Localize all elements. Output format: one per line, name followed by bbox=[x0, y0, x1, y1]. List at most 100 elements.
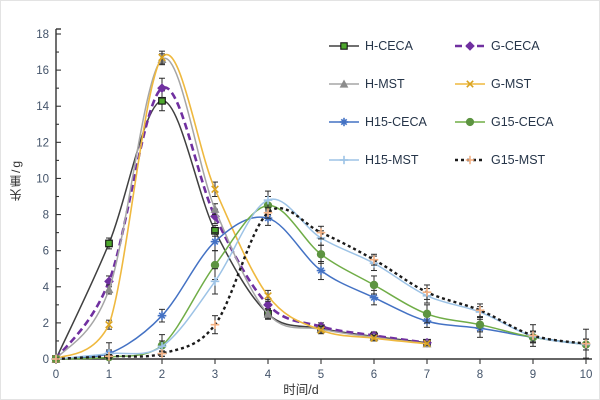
data-point-marker bbox=[369, 293, 379, 302]
circle-marker-shape bbox=[475, 320, 485, 329]
x-tick-label: 3 bbox=[212, 369, 218, 381]
data-point-marker bbox=[157, 83, 167, 94]
x-tick-label: 4 bbox=[265, 369, 272, 381]
data-point-marker bbox=[369, 255, 379, 264]
data-point-marker bbox=[210, 277, 220, 286]
legend-key-circle-icon bbox=[455, 117, 485, 126]
legend-item-G15-MST: G15-MST bbox=[454, 149, 584, 170]
series-line-G-CECA bbox=[54, 86, 428, 360]
data-point-marker bbox=[104, 351, 114, 361]
legend-key-plus-icon bbox=[329, 155, 359, 164]
series-line-G15-MST bbox=[55, 207, 587, 361]
data-point-marker bbox=[210, 320, 220, 329]
data-point-marker bbox=[157, 342, 167, 351]
data-point-marker bbox=[263, 195, 273, 205]
x-marker-shape bbox=[423, 339, 431, 348]
data-point-marker bbox=[51, 354, 61, 364]
circle-marker-shape bbox=[316, 250, 326, 259]
data-point-marker bbox=[210, 260, 220, 270]
x-tick-label: 8 bbox=[477, 369, 483, 381]
x-marker-shape bbox=[158, 53, 166, 62]
data-point-marker bbox=[423, 339, 431, 348]
data-point-marker bbox=[210, 204, 220, 213]
data-point-marker bbox=[316, 266, 326, 275]
x-marker-shape bbox=[370, 334, 378, 343]
y-tick-label: 12 bbox=[36, 137, 49, 149]
square-marker-shape bbox=[340, 41, 348, 50]
legend-key-asterisk-icon bbox=[329, 117, 359, 126]
diamond-marker-shape bbox=[465, 40, 475, 51]
legend-marker-sample bbox=[339, 117, 349, 126]
asterisk-marker-shape bbox=[317, 267, 325, 274]
square-marker-shape bbox=[105, 239, 113, 248]
data-point-marker bbox=[211, 185, 219, 194]
y-tick-label: 16 bbox=[36, 65, 49, 77]
circle-marker-shape bbox=[465, 117, 475, 126]
data-point-marker bbox=[369, 280, 379, 290]
x-marker-shape bbox=[466, 79, 474, 88]
legend-label: H15-MST bbox=[365, 152, 419, 167]
y-tick-label: 6 bbox=[43, 246, 49, 258]
triangle-marker-shape bbox=[210, 204, 220, 213]
data-point-marker bbox=[157, 349, 167, 358]
legend-marker-sample bbox=[465, 117, 475, 126]
data-point-marker bbox=[316, 228, 326, 237]
x-axis-title: 时间/d bbox=[283, 383, 319, 397]
legend-key-triangle-icon bbox=[329, 78, 359, 88]
x-tick-label: 5 bbox=[318, 369, 324, 381]
legend-label: H-MST bbox=[365, 76, 405, 91]
series-line-H15-CECA bbox=[55, 216, 587, 360]
x-tick-label: 2 bbox=[159, 369, 165, 381]
triangle-marker-shape bbox=[339, 78, 349, 88]
legend-key-diamond-icon bbox=[455, 40, 485, 51]
data-point-marker bbox=[422, 287, 432, 297]
legend-key-square-icon bbox=[329, 41, 359, 50]
x-tick-label: 7 bbox=[424, 369, 430, 381]
data-point-marker bbox=[105, 239, 113, 248]
data-point-marker bbox=[422, 309, 432, 319]
asterisk-marker-shape bbox=[158, 312, 166, 320]
legend-marker-sample bbox=[340, 41, 348, 50]
legend-key-x-icon bbox=[455, 79, 485, 88]
diamond-marker-shape bbox=[157, 83, 167, 94]
legend-item-H15-MST: H15-MST bbox=[328, 149, 450, 170]
asterisk-marker-shape bbox=[340, 118, 348, 125]
x-marker-shape bbox=[105, 320, 113, 329]
legend-item-H-CECA: H-CECA bbox=[328, 35, 450, 56]
data-point-marker bbox=[475, 320, 485, 329]
legend-item-G15-CECA: G15-CECA bbox=[454, 111, 584, 132]
y-axis-title: 失重/g bbox=[9, 159, 23, 202]
circle-marker-shape bbox=[422, 309, 432, 319]
legend-marker-sample bbox=[339, 78, 349, 88]
triangle-marker-shape bbox=[263, 309, 273, 318]
data-point-marker bbox=[370, 334, 378, 343]
x-marker-shape bbox=[264, 291, 272, 300]
data-point-marker bbox=[263, 299, 273, 310]
legend-label: G15-CECA bbox=[491, 114, 554, 129]
legend-marker-sample bbox=[465, 155, 475, 164]
y-tick-label: 0 bbox=[43, 354, 49, 366]
y-tick-label: 2 bbox=[43, 318, 49, 330]
data-point-marker bbox=[158, 53, 166, 62]
y-tick-label: 14 bbox=[36, 101, 49, 113]
data-point-marker bbox=[264, 291, 272, 300]
legend-item-H-MST: H-MST bbox=[328, 73, 450, 94]
x-tick-label: 10 bbox=[580, 369, 593, 381]
series-line-H15-MST bbox=[55, 198, 587, 360]
triangle-marker-shape bbox=[104, 284, 114, 294]
legend-label: G15-MST bbox=[491, 152, 546, 167]
diamond-marker-shape bbox=[263, 299, 273, 310]
x-tick-label: 6 bbox=[371, 369, 377, 381]
data-point-marker bbox=[104, 284, 114, 294]
y-tick-label: 8 bbox=[43, 210, 49, 222]
data-point-marker bbox=[581, 339, 591, 348]
y-tick-label: 4 bbox=[43, 282, 50, 294]
asterisk-marker-shape bbox=[211, 238, 219, 246]
data-point-marker bbox=[317, 326, 325, 334]
x-tick-label: 0 bbox=[53, 369, 59, 381]
legend-label: H-CECA bbox=[365, 38, 413, 53]
x-marker-shape bbox=[317, 326, 325, 334]
legend-marker-sample bbox=[466, 79, 474, 88]
